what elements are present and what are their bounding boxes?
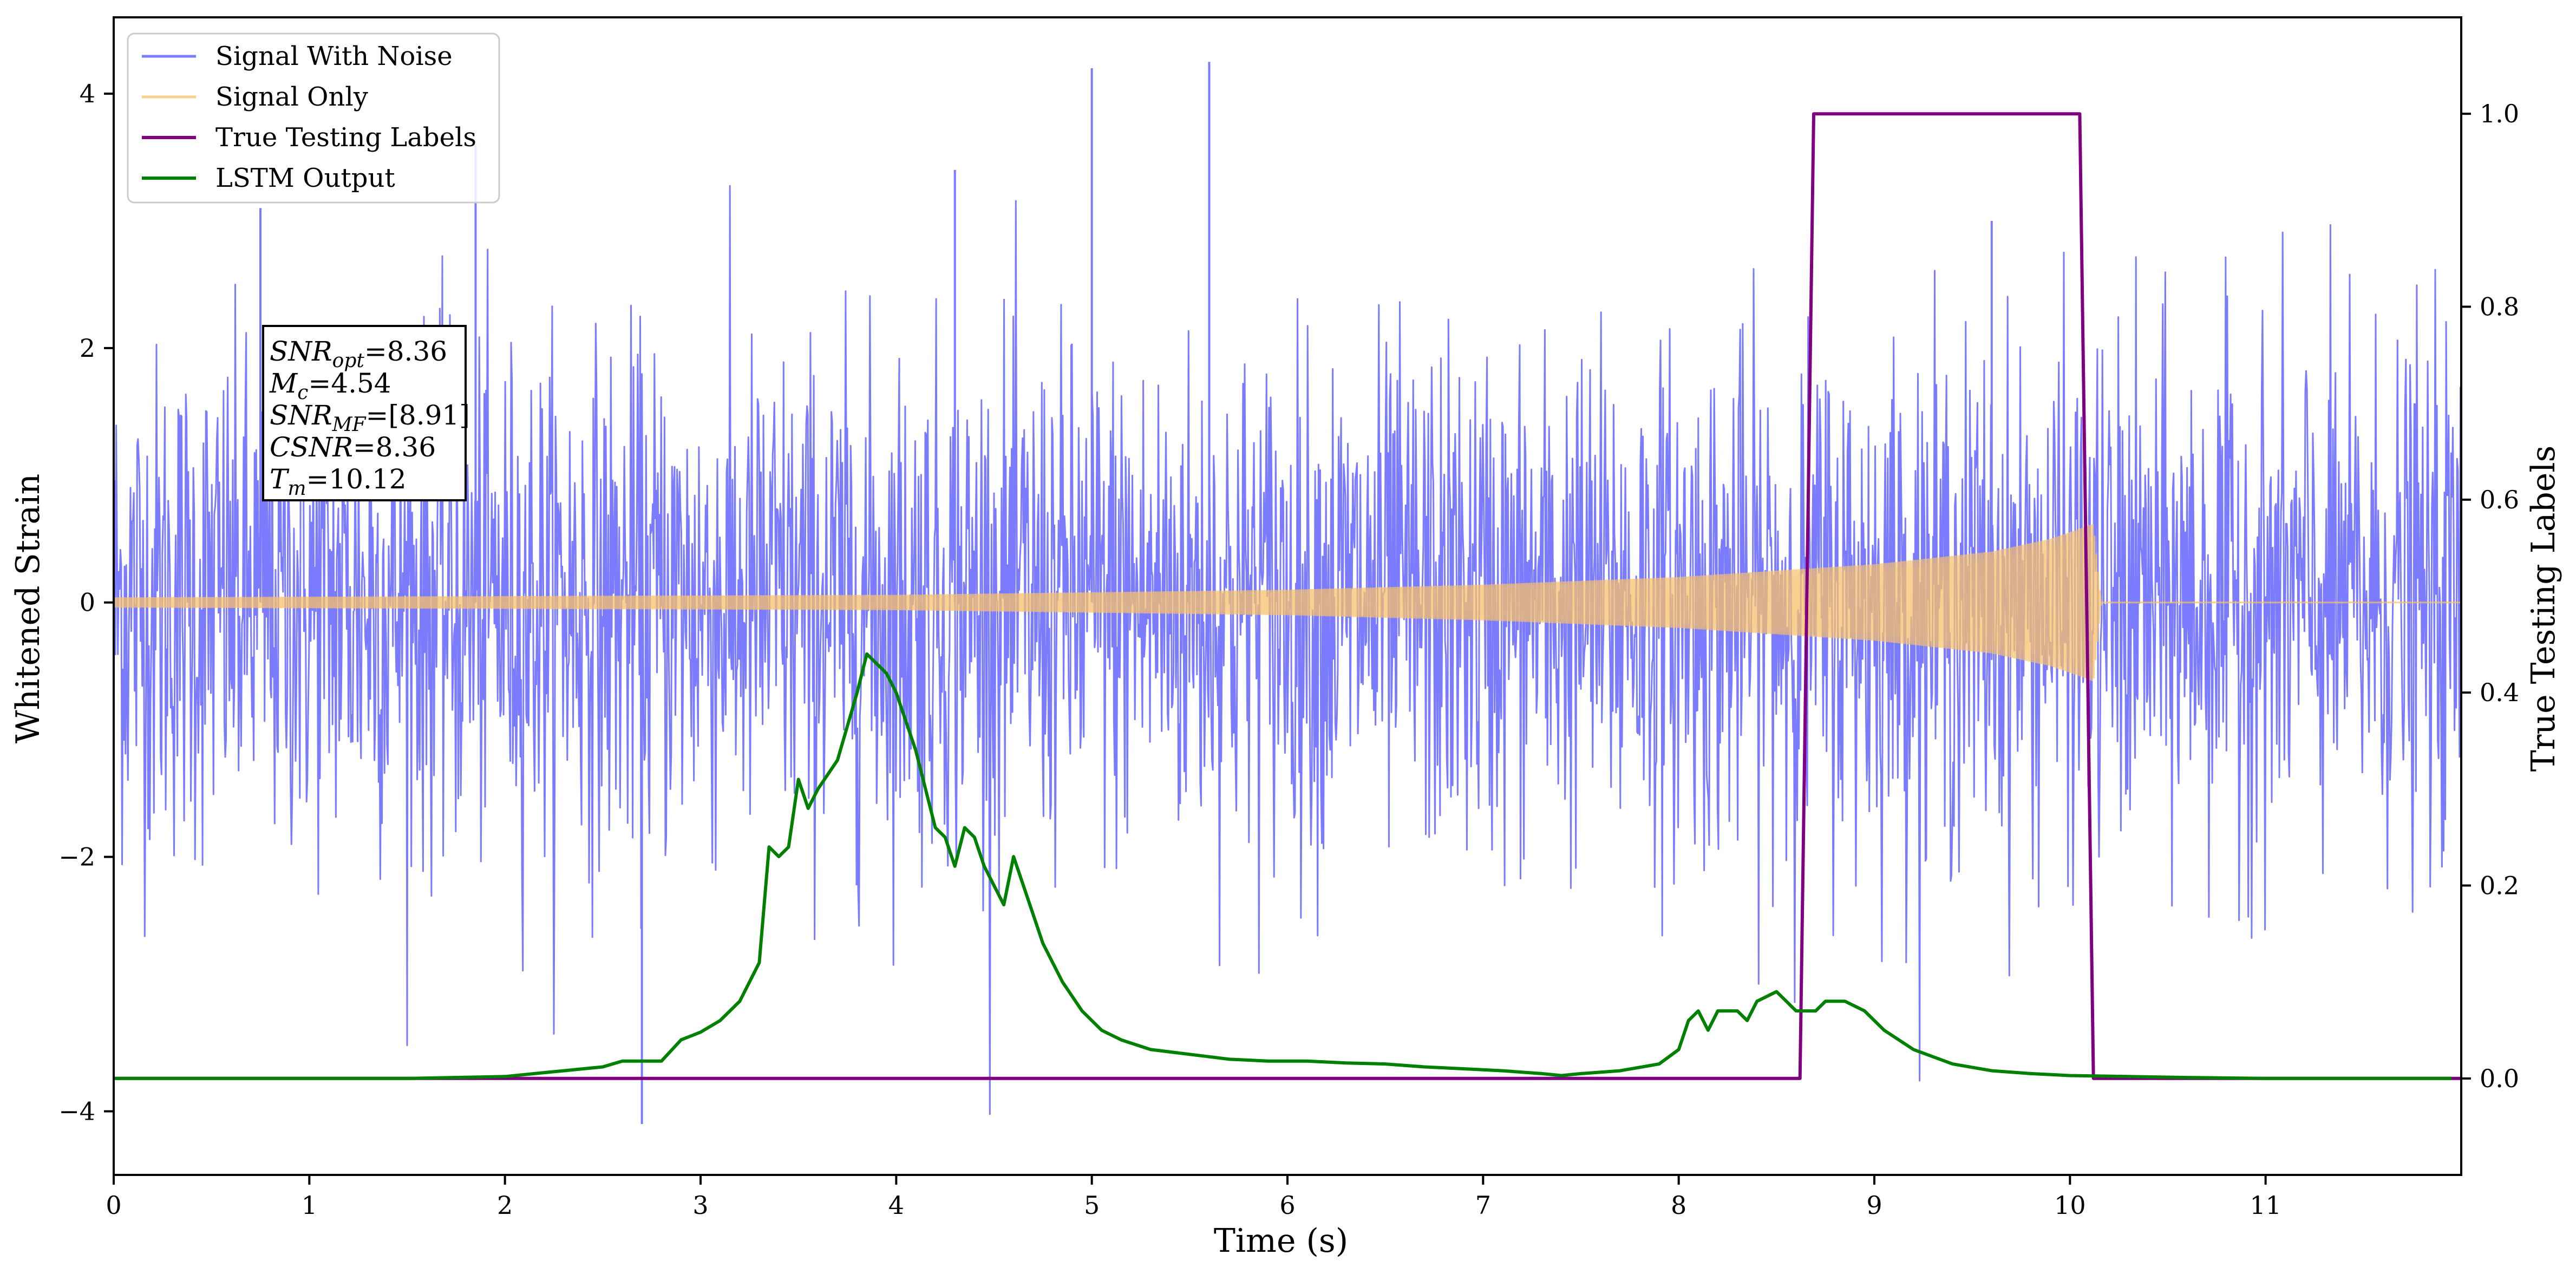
y-axis-label-right: True Testing Labels [2525, 446, 2562, 772]
annotation-subscript: opt [332, 350, 365, 372]
x-tick-label: 4 [888, 1191, 904, 1220]
x-tick-label: 8 [1671, 1191, 1686, 1220]
x-axis-label: Time (s) [1214, 1222, 1348, 1260]
y-axis-label-left: Whitened Strain [9, 474, 47, 743]
x-tick-label: 9 [1866, 1191, 1882, 1220]
annotation-line: SNRMF=[8.91] [270, 400, 470, 436]
x-tick-label: 1 [302, 1191, 317, 1220]
annotation-subscript: m [287, 478, 306, 500]
x-tick-label: 2 [497, 1191, 513, 1220]
signal-with-noise-line [113, 185, 2462, 1115]
annotation-box: SNRopt=8.36Mc=4.54SNRMF=[8.91]CSNR=8.36T… [262, 325, 470, 501]
y-tick-label-left: −2 [58, 842, 95, 872]
annotation-value: =10.12 [306, 463, 407, 495]
signal-only-line [113, 524, 2461, 681]
annotation-value: =8.36 [364, 336, 447, 367]
annotation-value: =4.54 [308, 368, 391, 399]
y-tick-label-left: 4 [80, 79, 95, 108]
annotation-value: =[8.91] [366, 400, 470, 431]
legend-label: Signal Only [215, 82, 368, 112]
legend-label: Signal With Noise [215, 41, 453, 71]
lstm-output-line [114, 652, 2451, 1080]
y-tick-label-right: 0.2 [2480, 871, 2519, 900]
x-tick-label: 7 [1475, 1191, 1491, 1220]
y-tick-label-right: 0.6 [2480, 485, 2519, 514]
y-tick-label-left: −4 [58, 1097, 95, 1126]
x-tick-label: 5 [1084, 1191, 1100, 1220]
y-tick-label-right: 0.4 [2480, 678, 2519, 707]
legend-frame [127, 32, 500, 204]
annotation-subscript: MF [332, 414, 367, 436]
annotation-value: =8.36 [353, 432, 436, 463]
annotation-frame [262, 325, 467, 501]
x-tick-label: 6 [1279, 1191, 1295, 1220]
x-tick-label: 11 [2250, 1191, 2281, 1220]
legend-label: LSTM Output [215, 163, 395, 193]
x-tick-label: 3 [692, 1191, 708, 1220]
annotation-symbol: SNR [270, 336, 332, 367]
axes: 0 1 2 3 4 5 6 7 8 9 10 11 −4 −2 0 2 4 0.0 0.2 0.4 0.6 0.8 1.0 [58, 16, 2519, 1220]
annotation-line: Tm=10.12 [270, 463, 407, 500]
y-tick-label-right: 0.8 [2480, 292, 2519, 322]
y-tick-label-right: 0.0 [2480, 1064, 2519, 1093]
y-tick-label-right: 1.0 [2480, 99, 2519, 128]
x-tick-label: 10 [2054, 1191, 2086, 1220]
y-tick-label-left: 2 [80, 334, 95, 363]
annotation-symbol: M [269, 368, 298, 399]
x-tick-label: 0 [106, 1191, 121, 1220]
y-tick-label-left: 0 [80, 588, 95, 617]
annotation-symbol: CSNR [270, 432, 353, 463]
legend-label: True Testing Labels [215, 122, 476, 153]
annotation-symbol: SNR [270, 400, 332, 431]
annotation-line: Mc=4.54 [269, 368, 391, 404]
annotation-symbol: T [270, 463, 290, 495]
plot-area [113, 62, 2462, 1125]
annotation-subscript: c [297, 382, 308, 404]
annotation-line: CSNR=8.36 [270, 432, 436, 463]
annotation-line: SNRopt=8.36 [270, 336, 447, 372]
legend: Signal With Noise Signal Only True Testing… [127, 32, 500, 204]
